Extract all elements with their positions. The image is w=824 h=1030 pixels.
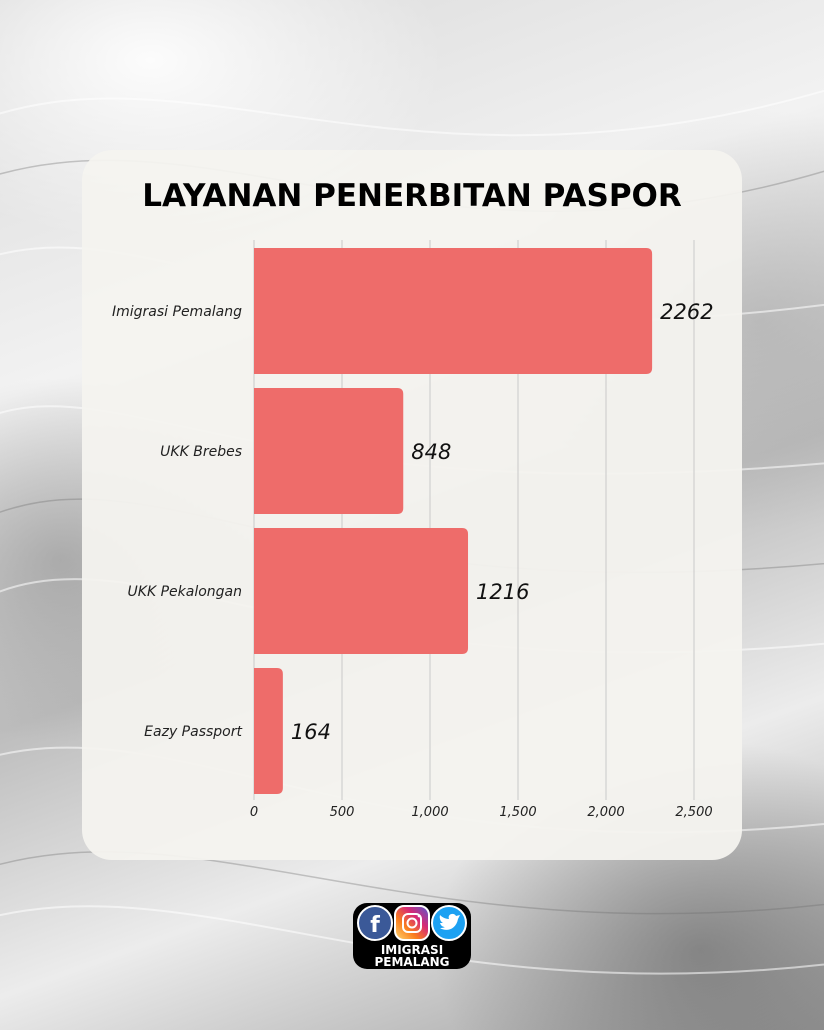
svg-text:f: f (370, 913, 380, 938)
x-tick-label: 1,500 (499, 805, 536, 820)
category-label: UKK Brebes (160, 444, 242, 460)
twitter-icon (431, 905, 467, 941)
x-tick-label: 500 (330, 805, 355, 820)
bar (254, 668, 283, 794)
data-label: 848 (411, 440, 451, 464)
data-label: 2262 (660, 300, 713, 324)
bar (254, 248, 653, 374)
bar (254, 388, 404, 514)
x-tick-label: 1,000 (411, 805, 448, 820)
instagram-icon (394, 905, 430, 941)
x-tick-label: 0 (250, 805, 258, 820)
category-label: Imigrasi Pemalang (112, 304, 242, 320)
x-tick-label: 2,500 (675, 805, 712, 820)
x-tick-label: 2,000 (587, 805, 624, 820)
category-label: Eazy Passport (144, 724, 242, 740)
data-label: 164 (291, 720, 331, 744)
category-label: UKK Pekalongan (128, 584, 242, 600)
logo-line1: IMIGRASI (381, 943, 443, 957)
facebook-icon: f (357, 905, 393, 941)
data-label: 1216 (476, 580, 529, 604)
chart-title: LAYANAN PENERBITAN PASPOR (142, 178, 682, 214)
bar (254, 528, 469, 654)
logo-line2: PEMALANG (374, 955, 449, 969)
